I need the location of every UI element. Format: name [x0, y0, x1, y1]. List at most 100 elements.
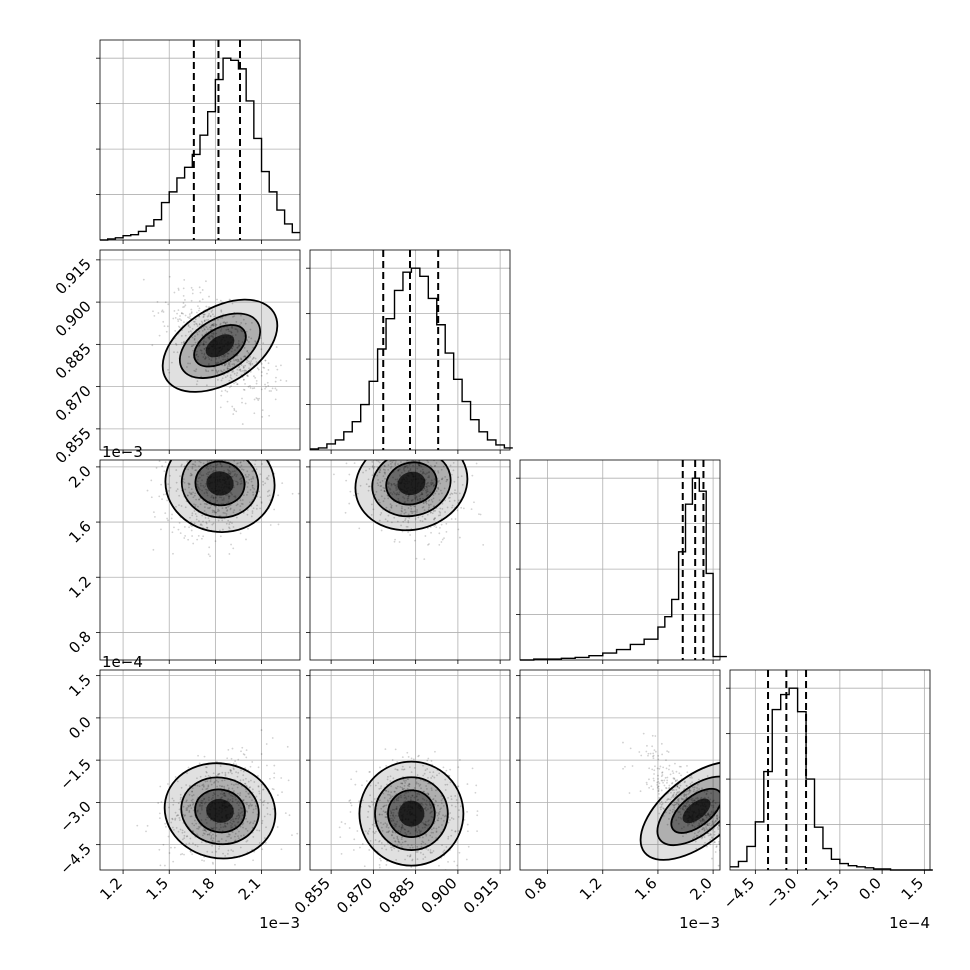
scatter-point — [188, 809, 191, 812]
scatter-point — [247, 455, 249, 457]
scatter-point — [251, 484, 254, 487]
scatter-point — [240, 476, 243, 479]
scatter-point — [202, 832, 205, 835]
scatter-point — [240, 480, 243, 483]
scatter-point — [253, 375, 255, 378]
scatter-point — [415, 781, 418, 784]
scatter-point — [235, 475, 238, 478]
scatter-point — [193, 522, 196, 525]
scatter-point — [432, 510, 435, 513]
scatter-point — [378, 813, 381, 816]
scatter-point — [226, 493, 229, 496]
scatter-point — [236, 329, 239, 332]
scatter-point — [232, 370, 235, 373]
scatter-point — [239, 879, 241, 881]
scatter-point — [244, 322, 247, 325]
scatter-point — [430, 815, 433, 818]
scatter-point — [728, 844, 730, 846]
scatter-point — [404, 858, 406, 861]
scatter-point — [210, 837, 212, 840]
scatter-point — [196, 483, 199, 486]
scatter-point — [697, 824, 699, 827]
scatter-point — [240, 329, 242, 332]
scatter-point — [223, 321, 226, 324]
scatter-point — [685, 784, 688, 787]
scatter-point — [184, 506, 187, 509]
scatter-point — [651, 745, 654, 748]
scatter-point — [180, 463, 183, 466]
scatter-point — [167, 303, 170, 306]
scatter-point — [433, 478, 436, 481]
scatter-point — [390, 796, 392, 799]
scatter-point — [224, 771, 227, 774]
scatter-point — [404, 831, 407, 834]
scatter-point — [727, 834, 729, 836]
scatter-point — [162, 320, 165, 323]
scatter-point — [257, 785, 260, 788]
scatter-point — [378, 839, 381, 842]
scatter-point — [421, 506, 424, 509]
scatter-point — [171, 797, 174, 800]
scatter-point — [388, 793, 391, 796]
scatter-point — [450, 804, 453, 807]
scatter-point — [183, 279, 186, 281]
scatter-point — [401, 841, 404, 844]
scatter-point — [417, 782, 420, 785]
scatter-point — [397, 469, 400, 472]
scatter-point — [667, 798, 670, 801]
scatter-point — [407, 830, 409, 833]
scatter-point — [355, 440, 357, 442]
scatter-point — [223, 364, 226, 367]
scatter-point — [400, 524, 402, 527]
scatter-point — [199, 471, 202, 473]
y-tick-label: 2.0 — [65, 462, 95, 492]
scatter-point — [675, 794, 678, 796]
scatter-point — [430, 483, 433, 486]
scatter-point — [238, 344, 241, 347]
scatter-point — [239, 806, 242, 809]
scatter-point — [727, 828, 729, 830]
scatter-point — [384, 469, 386, 471]
scatter-point — [234, 328, 237, 330]
scatter-point — [240, 322, 243, 324]
scatter-point — [428, 499, 431, 501]
scatter-point — [204, 829, 206, 832]
scatter-point — [208, 460, 211, 463]
scatter-point — [217, 519, 220, 522]
scatter-point — [200, 799, 203, 802]
contour-line — [371, 460, 452, 518]
scatter-point — [247, 527, 249, 530]
scatter-point — [189, 804, 192, 807]
scatter-point — [237, 481, 239, 484]
scatter-point — [349, 490, 352, 493]
scatter-point — [215, 760, 218, 763]
scatter-point — [227, 328, 230, 331]
scatter-point — [353, 838, 356, 841]
scatter-point — [429, 482, 432, 485]
scatter-point — [261, 801, 263, 804]
scatter-point — [229, 471, 232, 474]
scatter-point — [685, 790, 688, 793]
scatter-point — [247, 375, 249, 378]
scatter-point — [215, 779, 218, 782]
scatter-point — [683, 804, 686, 807]
scatter-point — [407, 755, 410, 758]
scatter-point — [262, 452, 264, 454]
scatter-point — [401, 445, 403, 447]
scatter-point — [205, 522, 208, 525]
scatter-point — [205, 770, 208, 773]
scatter-point — [411, 859, 414, 862]
scatter-point — [208, 471, 211, 473]
scatter-point — [242, 511, 245, 514]
scatter-point — [383, 487, 386, 490]
scatter-point — [440, 541, 443, 543]
scatter-point — [245, 476, 248, 478]
scatter-point — [228, 504, 231, 507]
scatter-point — [379, 435, 381, 437]
scatter-point — [175, 456, 177, 458]
scatter-point — [180, 464, 183, 467]
scatter-point — [163, 325, 166, 328]
scatter-point — [375, 431, 377, 433]
scatter-point — [226, 352, 229, 355]
scatter-point — [406, 854, 409, 857]
